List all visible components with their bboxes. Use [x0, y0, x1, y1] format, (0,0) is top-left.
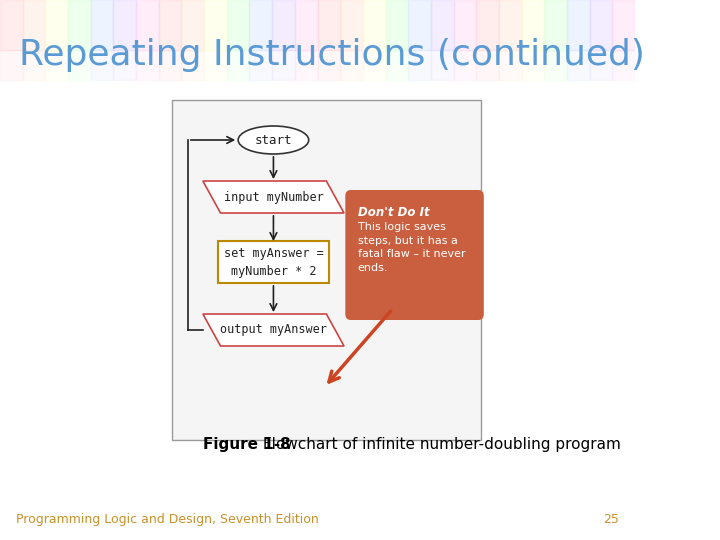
Bar [91, 0, 114, 50]
Bar [23, 50, 45, 80]
Bar [159, 0, 181, 50]
Text: Repeating Instructions (continued): Repeating Instructions (continued) [19, 38, 645, 72]
Bar [272, 0, 295, 50]
Bar [408, 50, 431, 80]
Bar [227, 0, 250, 50]
Bar [68, 0, 91, 50]
Bar [522, 0, 544, 50]
Ellipse shape [238, 126, 309, 154]
Bar [499, 50, 522, 80]
Text: 25: 25 [603, 513, 619, 526]
Bar [431, 50, 454, 80]
Bar [45, 50, 68, 80]
Bar [431, 0, 454, 50]
Bar [544, 50, 567, 80]
Text: Figure 1-8: Figure 1-8 [203, 437, 291, 452]
Bar [204, 0, 227, 50]
Bar [0, 50, 23, 80]
Text: start: start [255, 133, 292, 146]
Bar [454, 0, 477, 50]
Text: input myNumber: input myNumber [224, 191, 323, 204]
Bar [590, 50, 613, 80]
Bar [114, 0, 136, 50]
Bar [295, 0, 318, 50]
Bar [159, 50, 181, 80]
Bar [114, 50, 136, 80]
Bar [272, 50, 295, 80]
Bar [567, 50, 590, 80]
Polygon shape [203, 181, 344, 213]
Bar [318, 50, 341, 80]
Text: Programming Logic and Design, Seventh Edition: Programming Logic and Design, Seventh Ed… [16, 513, 319, 526]
Text: output myAnswer: output myAnswer [220, 323, 327, 336]
Bar [136, 50, 159, 80]
Bar [318, 0, 341, 50]
Bar [250, 0, 272, 50]
Bar [454, 50, 477, 80]
Bar [341, 0, 363, 50]
Bar [45, 0, 68, 50]
Bar [0, 0, 23, 50]
Bar [295, 50, 318, 80]
Bar [227, 50, 250, 80]
Bar [136, 0, 159, 50]
FancyBboxPatch shape [218, 241, 328, 283]
Bar [408, 0, 431, 50]
Bar [341, 50, 363, 80]
Bar [386, 50, 408, 80]
Bar [23, 0, 45, 50]
Bar [613, 50, 635, 80]
Bar [386, 0, 408, 50]
Text: Flowchart of infinite number-doubling program: Flowchart of infinite number-doubling pr… [258, 437, 621, 452]
Text: This logic saves
steps, but it has a
fatal flaw – it never
ends.: This logic saves steps, but it has a fat… [358, 222, 465, 273]
Bar [68, 50, 91, 80]
Bar [204, 50, 227, 80]
Bar [363, 0, 386, 50]
FancyBboxPatch shape [172, 100, 481, 440]
Bar [590, 0, 613, 50]
Bar [477, 50, 499, 80]
Bar [91, 50, 114, 80]
Bar [250, 50, 272, 80]
Text: Don't Do It: Don't Do It [358, 206, 429, 219]
Bar [544, 0, 567, 50]
Bar [181, 50, 204, 80]
Bar [499, 0, 522, 50]
Bar [613, 0, 635, 50]
Bar [363, 50, 386, 80]
Text: set myAnswer =
myNumber * 2: set myAnswer = myNumber * 2 [224, 246, 323, 278]
Polygon shape [203, 314, 344, 346]
FancyBboxPatch shape [346, 190, 484, 320]
Bar [477, 0, 499, 50]
Bar [522, 50, 544, 80]
Bar [181, 0, 204, 50]
Bar [567, 0, 590, 50]
